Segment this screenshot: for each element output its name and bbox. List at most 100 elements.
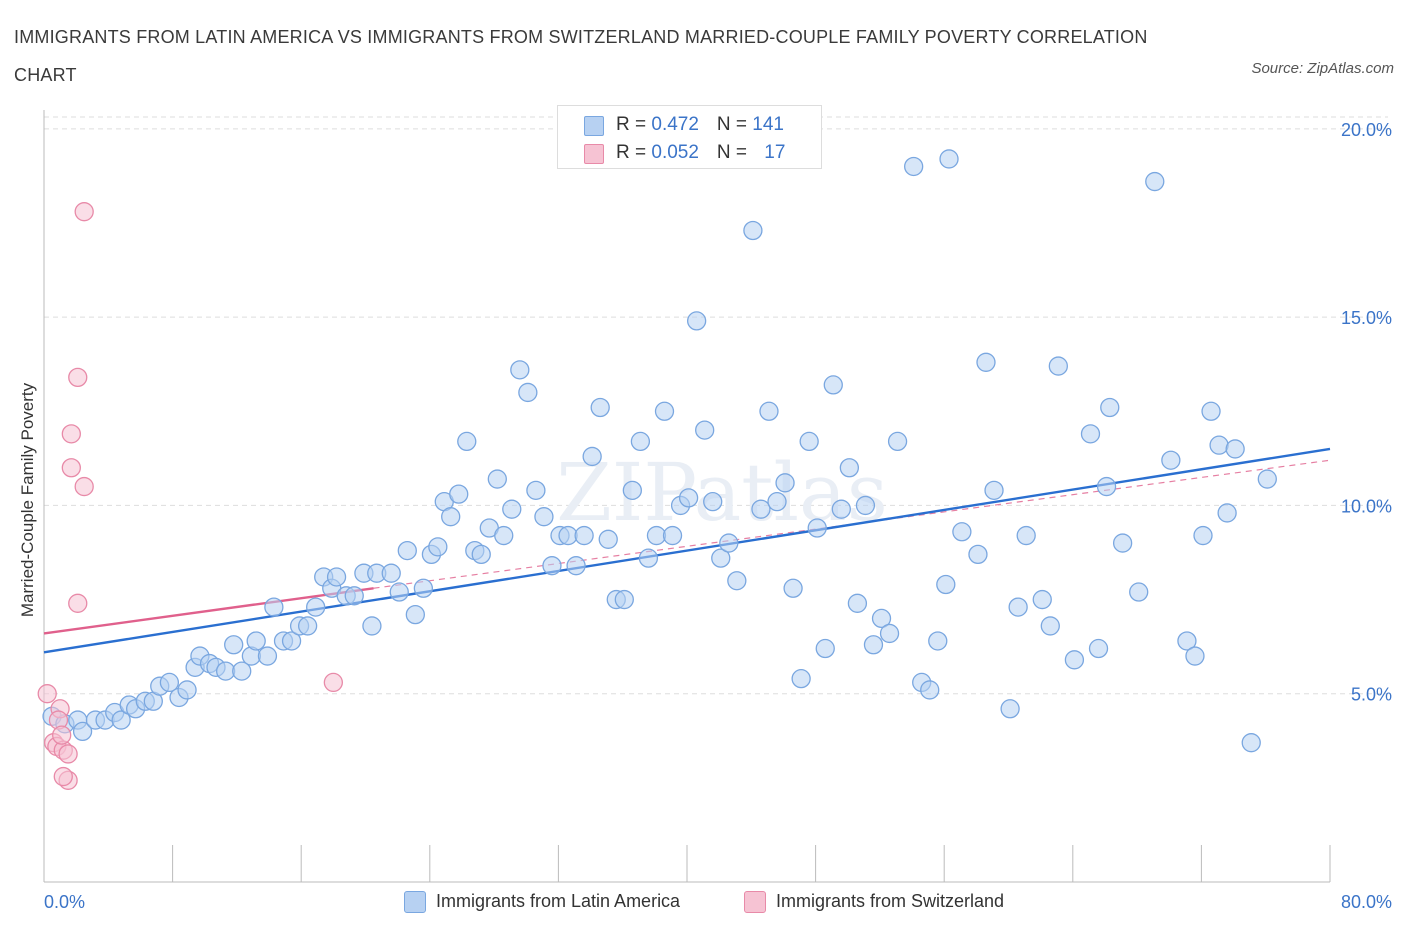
y-tick-label: 20.0%: [1341, 120, 1392, 140]
switzerland-trend-line: [43, 587, 374, 635]
latin-america-point: [1201, 401, 1221, 421]
latin-america-point: [855, 495, 876, 516]
latin-america-point: [1112, 533, 1133, 553]
latin-america-point: [510, 360, 530, 380]
latin-america-point: [428, 537, 448, 557]
latin-america-point: [920, 680, 940, 700]
latin-america-point: [662, 525, 683, 546]
switzerland-trend-extension: [373, 459, 1331, 589]
latin-america-point: [297, 616, 318, 636]
latin-america-point: [159, 672, 180, 693]
latin-america-point: [1209, 435, 1229, 455]
latin-america-point: [711, 548, 731, 568]
latin-america-point: [1193, 525, 1213, 546]
bottom-legend-latin-label: Immigrants from Latin America: [436, 891, 681, 911]
latin-america-point: [622, 480, 642, 501]
legend-swatch-blue: [584, 116, 604, 136]
watermark: ZIPatlas: [556, 446, 888, 539]
latin-america-point: [759, 401, 779, 421]
y-tick-label: 15.0%: [1341, 308, 1392, 328]
switzerland-point: [37, 684, 57, 704]
latin-america-point: [767, 491, 787, 512]
latin-america-point: [381, 563, 401, 583]
latin-america-point: [413, 578, 434, 598]
latin-america-point: [246, 631, 266, 651]
bottom-legend-swiss-label: Immigrants from Switzerland: [776, 891, 1005, 911]
latin-america-point: [441, 507, 461, 527]
latin-america-point: [751, 499, 771, 519]
latin-america-point: [871, 608, 892, 629]
legend-r-value: 0.472: [651, 114, 699, 135]
switzerland-point: [61, 458, 81, 478]
latin-america-point: [224, 635, 244, 655]
latin-america-point: [968, 544, 988, 565]
tick-labels: 5.0% 10.0% 15.0% 20.0% 0.0% 80.0%: [44, 120, 1392, 912]
latin-america-point: [1225, 439, 1245, 459]
legend-r-label: R =: [616, 114, 652, 135]
legend-n-label: N =: [716, 114, 753, 135]
latin-america-point: [574, 525, 594, 546]
latin-america-point: [727, 571, 747, 591]
latin-america-point: [984, 480, 1004, 501]
chart-title: IMMIGRANTS FROM LATIN AMERICA VS IMMIGRA…: [14, 27, 1148, 85]
latin-america-point: [215, 661, 236, 681]
latin-america-point: [72, 721, 93, 742]
legend-n-value: 17: [764, 142, 786, 163]
latin-america-point: [799, 431, 819, 452]
latin-america-point: [534, 507, 554, 527]
latin-america-point: [936, 574, 956, 595]
latin-america-point: [471, 544, 491, 565]
latin-america-point: [879, 623, 900, 644]
latin-america-point: [389, 582, 409, 602]
switzerland-point: [68, 593, 88, 613]
x-tick-label-min: 0.0%: [44, 892, 85, 912]
latin-america-point: [703, 491, 723, 512]
latin-america-point: [566, 556, 586, 576]
latin-america-point: [177, 680, 197, 700]
legend-n-value: 141: [752, 114, 784, 135]
latin-america-point: [397, 540, 417, 561]
latin-america-point: [678, 488, 699, 508]
switzerland-point: [323, 672, 344, 693]
latin-america-point: [1048, 356, 1068, 376]
y-axis-label: Married-Couple Family Poverty: [18, 382, 37, 618]
axes: [43, 110, 1331, 883]
latin-america-point: [743, 220, 763, 241]
latin-america-point: [1064, 650, 1085, 670]
latin-america-point: [654, 401, 675, 421]
latin-america-point: [542, 556, 562, 576]
latin-america-point: [257, 646, 278, 666]
latin-america-point: [1008, 597, 1028, 617]
latin-america-point: [1177, 631, 1197, 651]
legend-swatch-swiss: [744, 891, 766, 913]
latin-america-point: [1185, 646, 1205, 666]
latin-america-point: [582, 446, 602, 467]
latin-america-point: [494, 525, 514, 546]
switzerland-point: [68, 367, 88, 388]
latin-america-point: [1257, 469, 1277, 489]
latin-america-point: [518, 382, 538, 403]
latin-america-point: [630, 431, 651, 452]
latin-america-point: [558, 525, 578, 546]
latin-america-point: [344, 586, 364, 606]
latin-america-point: [232, 661, 252, 681]
latin-america-point: [952, 522, 972, 542]
grid-lines: [44, 116, 1388, 695]
latin-america-point: [306, 597, 326, 617]
latin-america-point: [264, 597, 284, 617]
latin-america-point: [1096, 476, 1117, 497]
latin-america-point: [807, 518, 827, 538]
latin-america-point: [1217, 503, 1237, 523]
latin-america-point: [1161, 450, 1181, 470]
switzerland-point: [52, 725, 72, 745]
latin-america-point: [839, 458, 860, 478]
latin-america-point: [1080, 424, 1101, 444]
latin-america-point: [111, 710, 131, 730]
legend: R = 0.472 N = 141 R = 0.052 N = 17: [557, 105, 822, 169]
legend-n-label: N =: [716, 142, 753, 163]
switzerland-point: [74, 202, 94, 222]
latin-america-point: [1145, 171, 1165, 192]
latin-america-point: [614, 589, 634, 610]
data-points: [37, 149, 1277, 790]
